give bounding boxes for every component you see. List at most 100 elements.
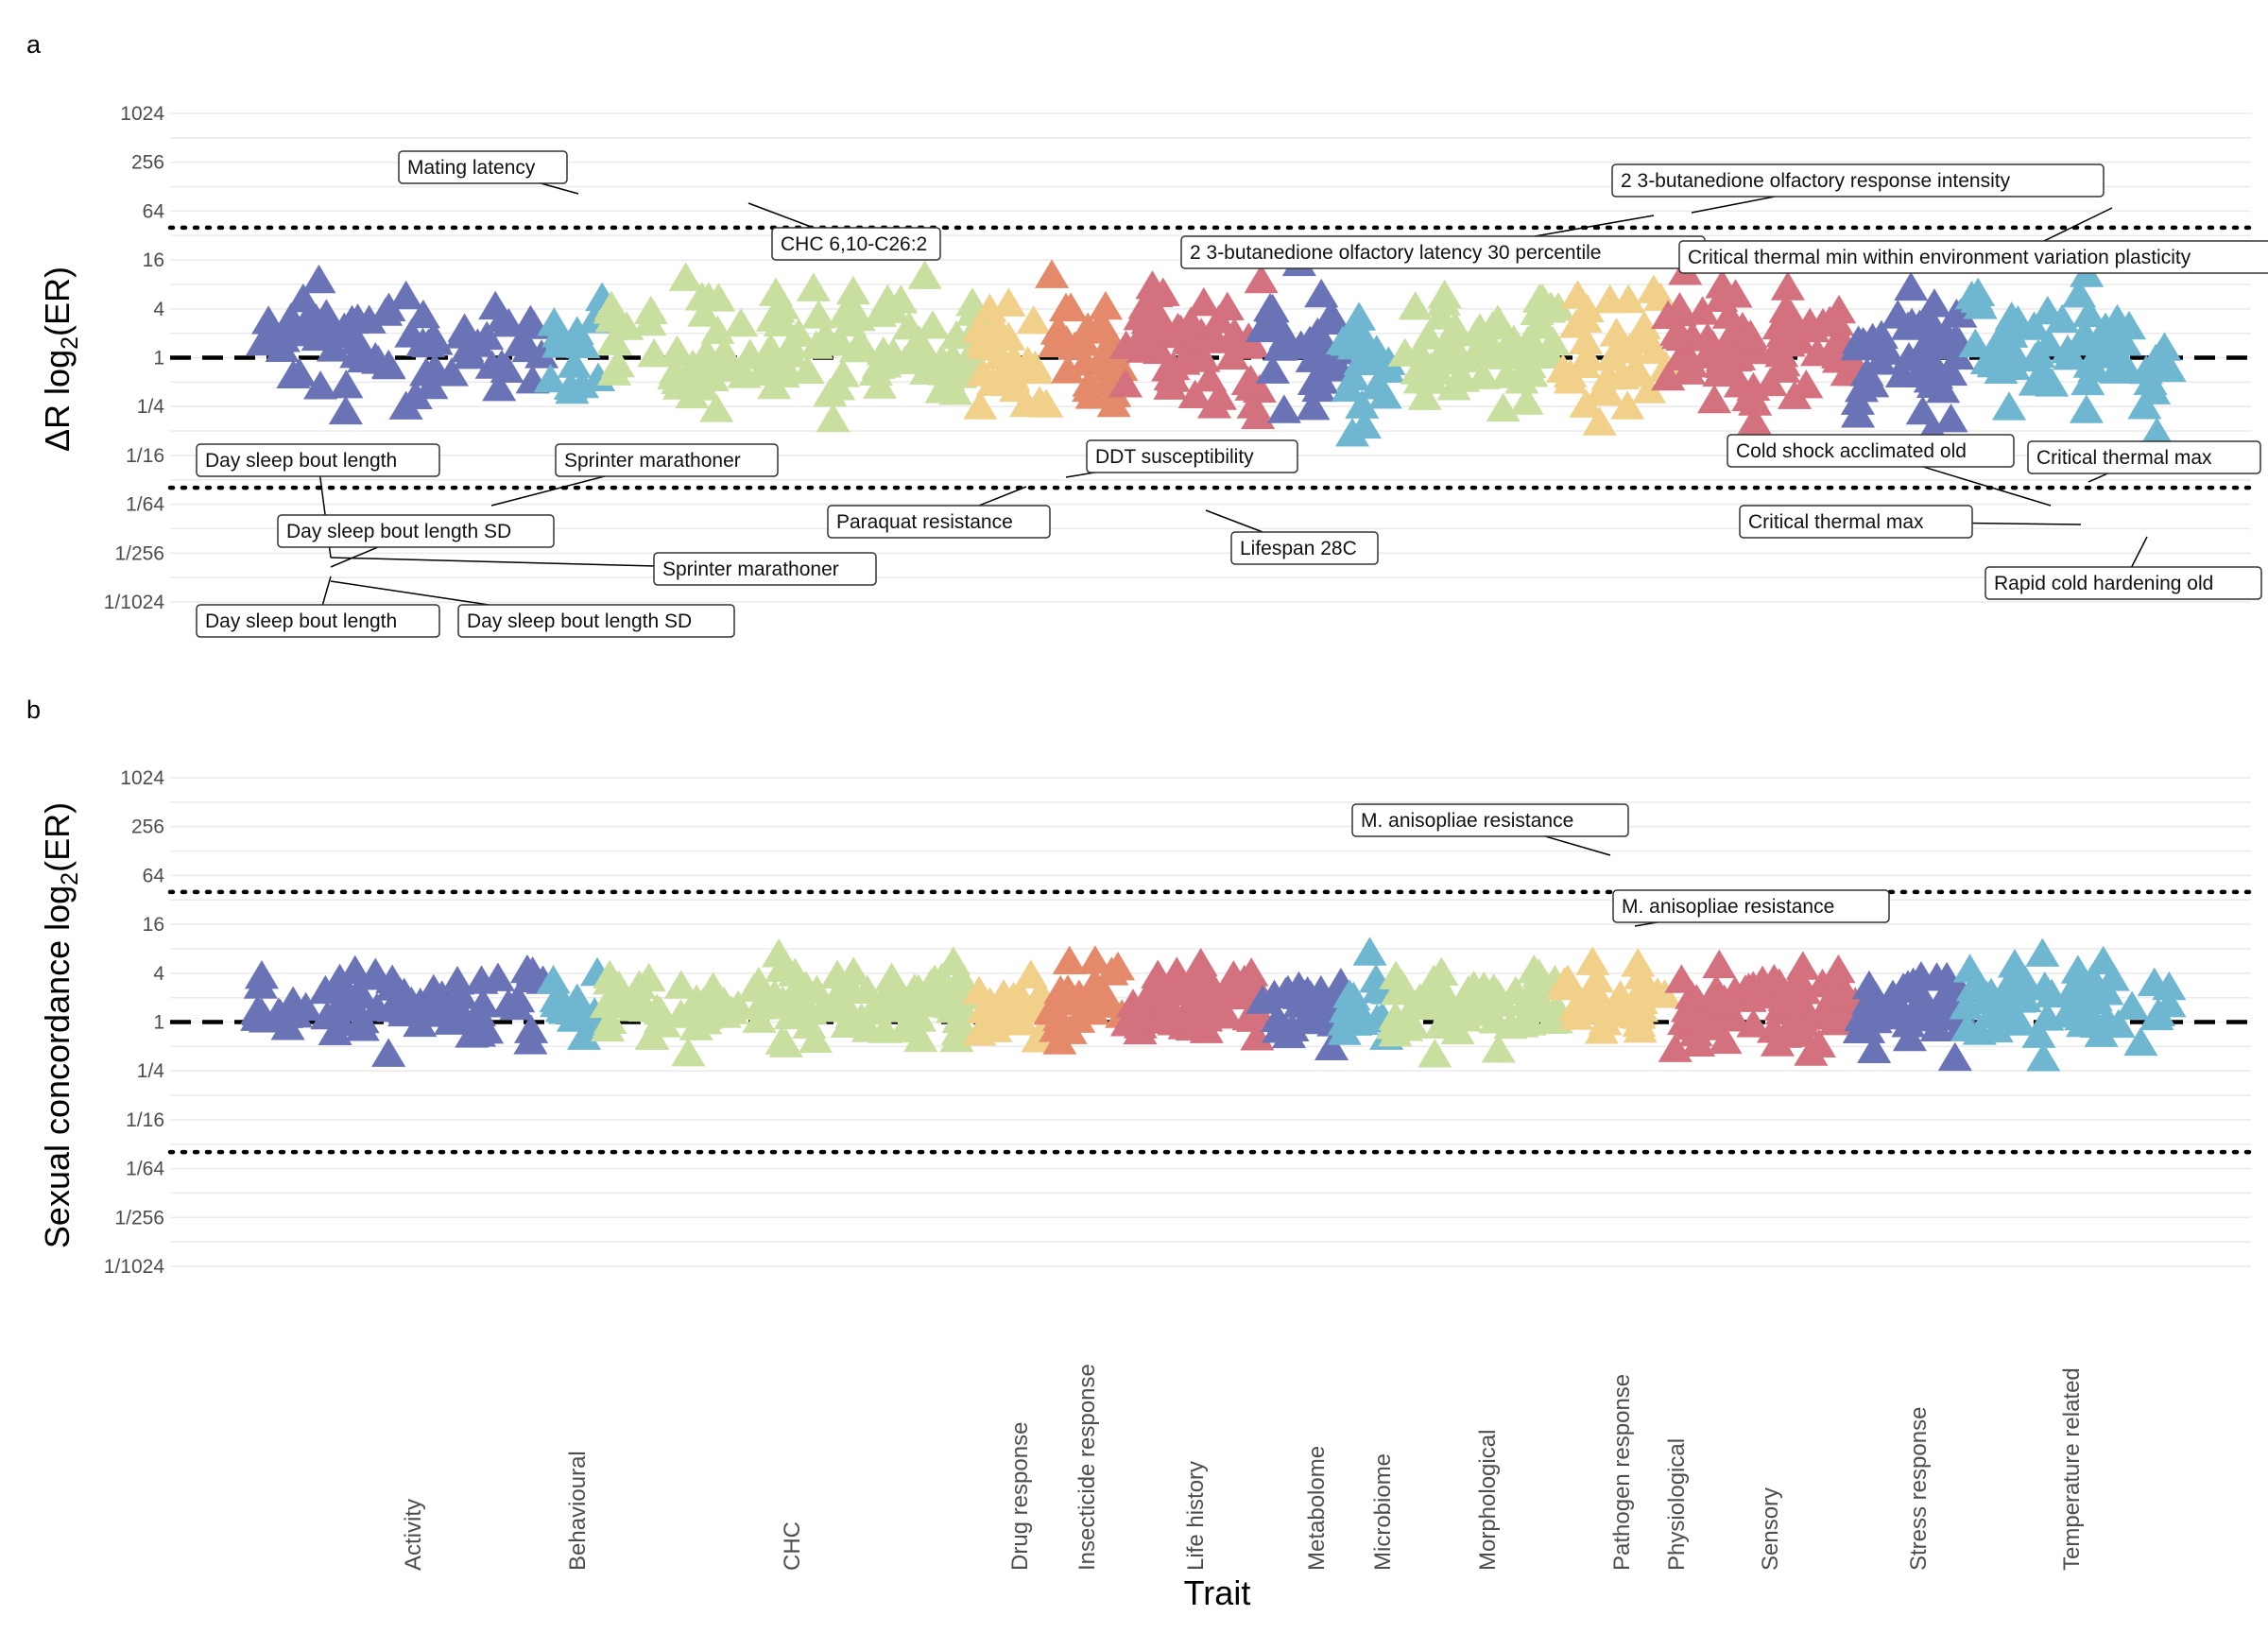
data-point bbox=[1431, 984, 1466, 1013]
data-point bbox=[1261, 1003, 1296, 1033]
data-point bbox=[903, 1023, 938, 1053]
data-point bbox=[2100, 303, 2135, 334]
data-point bbox=[1816, 977, 1851, 1006]
data-point bbox=[536, 965, 571, 994]
data-point bbox=[915, 310, 951, 339]
data-point bbox=[1979, 1013, 2014, 1043]
data-point bbox=[1919, 318, 1954, 348]
data-point bbox=[277, 317, 312, 347]
data-point bbox=[359, 992, 394, 1022]
data-point bbox=[2139, 417, 2174, 446]
data-point bbox=[439, 966, 475, 995]
data-point bbox=[782, 968, 817, 997]
data-point bbox=[1486, 392, 1521, 422]
data-point bbox=[369, 297, 404, 326]
data-point bbox=[1933, 356, 1968, 387]
data-point bbox=[1005, 984, 1040, 1014]
x-tick-label: Behavioural bbox=[565, 1451, 591, 1571]
data-point bbox=[1737, 405, 1772, 435]
data-point bbox=[1039, 1013, 1074, 1042]
data-point bbox=[2072, 349, 2107, 378]
data-point bbox=[1304, 365, 1339, 394]
annotation-label: CHC 6,10-C26:2 bbox=[781, 233, 927, 255]
data-point bbox=[850, 1013, 885, 1042]
data-point bbox=[816, 403, 850, 433]
data-point bbox=[757, 979, 792, 1008]
data-point bbox=[1850, 1014, 1886, 1043]
data-point bbox=[1234, 328, 1270, 358]
annotation-box bbox=[398, 150, 568, 184]
data-point bbox=[485, 302, 521, 333]
data-point bbox=[1690, 339, 1725, 369]
data-point bbox=[1344, 1006, 1379, 1036]
data-point bbox=[482, 372, 517, 402]
data-point bbox=[2123, 1026, 2158, 1057]
data-point bbox=[1108, 369, 1143, 398]
data-point bbox=[321, 990, 356, 1020]
data-point bbox=[1139, 278, 1174, 307]
data-point bbox=[707, 335, 742, 366]
data-point bbox=[1594, 341, 1630, 371]
data-point bbox=[1736, 1008, 1771, 1038]
data-point bbox=[1475, 310, 1510, 340]
data-point bbox=[403, 987, 438, 1017]
annotation-box bbox=[1727, 434, 2015, 468]
data-point bbox=[801, 300, 836, 329]
data-point bbox=[1738, 387, 1773, 416]
data-point bbox=[2045, 303, 2080, 334]
data-point bbox=[1336, 324, 1371, 353]
data-point bbox=[983, 340, 1018, 370]
data-point bbox=[799, 974, 834, 1004]
annotation-box bbox=[1984, 566, 2262, 600]
y-tick-label: 16 bbox=[143, 914, 164, 936]
data-point bbox=[1723, 369, 1758, 398]
y-tick-label: 1 bbox=[153, 348, 164, 370]
x-tick-label: Physiological bbox=[1664, 1438, 1690, 1571]
data-point bbox=[1611, 284, 1646, 314]
data-point bbox=[1692, 1011, 1727, 1040]
data-point bbox=[862, 370, 898, 399]
data-point bbox=[1933, 404, 1968, 433]
data-point bbox=[773, 338, 809, 368]
data-point bbox=[2050, 334, 2086, 364]
panel-b-plot: 1024 256 64 16 4 1 1/4 1/16 1/64 1/256 1/1024 M. a… bbox=[38, 767, 2254, 1278]
y-tick-label: 1/16 bbox=[126, 1109, 164, 1131]
data-point bbox=[1916, 288, 1952, 318]
data-point bbox=[2025, 355, 2060, 385]
y-tick-label: 1/256 bbox=[114, 1207, 164, 1229]
data-point bbox=[1466, 360, 1501, 389]
data-point bbox=[1088, 290, 1123, 320]
data-point bbox=[1166, 346, 1201, 375]
x-tick-label: Activity bbox=[401, 1499, 426, 1571]
data-point bbox=[484, 349, 520, 379]
data-point bbox=[2147, 332, 2182, 361]
data-point bbox=[891, 310, 927, 340]
data-point bbox=[1186, 286, 1221, 317]
data-point bbox=[1738, 973, 1773, 1004]
annotation-box bbox=[771, 227, 941, 261]
data-point bbox=[329, 369, 364, 399]
data-point bbox=[285, 283, 320, 313]
data-point bbox=[700, 315, 735, 344]
data-point bbox=[301, 264, 336, 294]
data-point bbox=[1304, 278, 1339, 308]
data-point bbox=[1137, 971, 1172, 1000]
data-point bbox=[268, 999, 304, 1028]
data-point bbox=[1295, 343, 1330, 372]
data-point bbox=[596, 325, 631, 354]
data-point bbox=[2071, 298, 2106, 328]
data-point bbox=[1010, 346, 1045, 375]
annotation-label: Paraquat resistance bbox=[836, 511, 1013, 533]
data-point bbox=[1423, 301, 1458, 330]
data-point bbox=[821, 371, 856, 401]
annotation-box bbox=[2027, 440, 2261, 474]
annotation-box bbox=[1230, 531, 1379, 565]
data-point bbox=[2026, 1042, 2061, 1072]
data-point bbox=[1510, 1004, 1545, 1034]
data-point bbox=[1464, 978, 1499, 1008]
data-point bbox=[1345, 389, 1380, 419]
annotation-label: M. anisopliae resistance bbox=[1622, 896, 1834, 918]
data-point bbox=[1664, 964, 1699, 993]
data-point bbox=[288, 991, 323, 1022]
